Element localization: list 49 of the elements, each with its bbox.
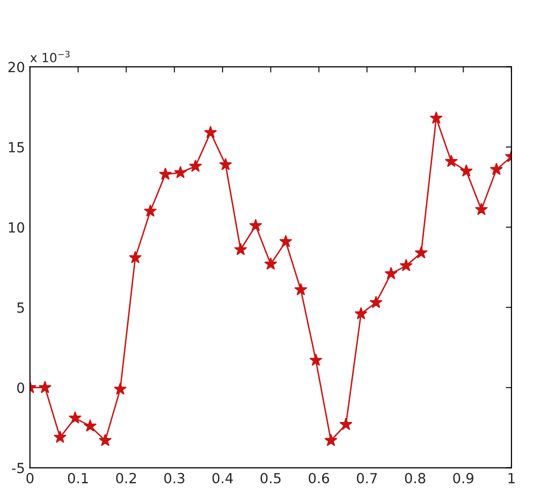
point: [54, 430, 67, 443]
point: [189, 159, 202, 172]
y-tick-label: 15: [8, 142, 24, 152]
x-tick-label: 0.6: [308, 472, 330, 484]
point: [384, 266, 398, 280]
point: [114, 382, 127, 395]
point: [264, 257, 278, 270]
point: [309, 354, 322, 366]
point: [174, 166, 187, 178]
x-tick-label: 0.8: [405, 472, 426, 484]
x-tick-label: 0.5: [260, 472, 281, 484]
y-tick-label: -5: [12, 462, 24, 474]
point: [234, 242, 248, 256]
y-tick-label: 0: [17, 382, 24, 394]
point: [294, 282, 308, 296]
point: [144, 204, 157, 217]
point: [279, 234, 292, 248]
point: [204, 126, 217, 138]
x-tick-label: 0.9: [453, 472, 474, 484]
point: [490, 162, 503, 176]
x-tick-label: 0.2: [116, 472, 136, 484]
point: [444, 154, 458, 168]
point: [400, 258, 413, 272]
y-tick-label: 20: [8, 62, 24, 72]
point: [370, 296, 382, 308]
point: [430, 111, 443, 124]
point: [339, 418, 352, 430]
x-tick-label: 0: [26, 472, 34, 484]
x-tick-label: 0.4: [212, 472, 233, 484]
point: [324, 434, 338, 446]
x-tick-label: 0.7: [356, 472, 377, 484]
point: [68, 411, 82, 424]
point: [158, 168, 172, 180]
point: [460, 164, 473, 177]
x-tick-label: 1: [508, 473, 515, 484]
point: [474, 202, 488, 216]
x-tick-label: 0.3: [164, 472, 184, 484]
x-tick-label: 0.1: [68, 472, 88, 484]
text: x 10$^{−3}$: [30, 50, 70, 62]
point: [219, 158, 232, 170]
point: [98, 434, 112, 446]
point: [354, 307, 368, 320]
point: [414, 246, 428, 258]
y-tick-label: 5: [17, 302, 24, 313]
y-tick-label: 10: [8, 222, 24, 233]
point: [128, 250, 142, 264]
point: [84, 419, 97, 432]
point: [249, 218, 262, 232]
point: [38, 380, 52, 394]
